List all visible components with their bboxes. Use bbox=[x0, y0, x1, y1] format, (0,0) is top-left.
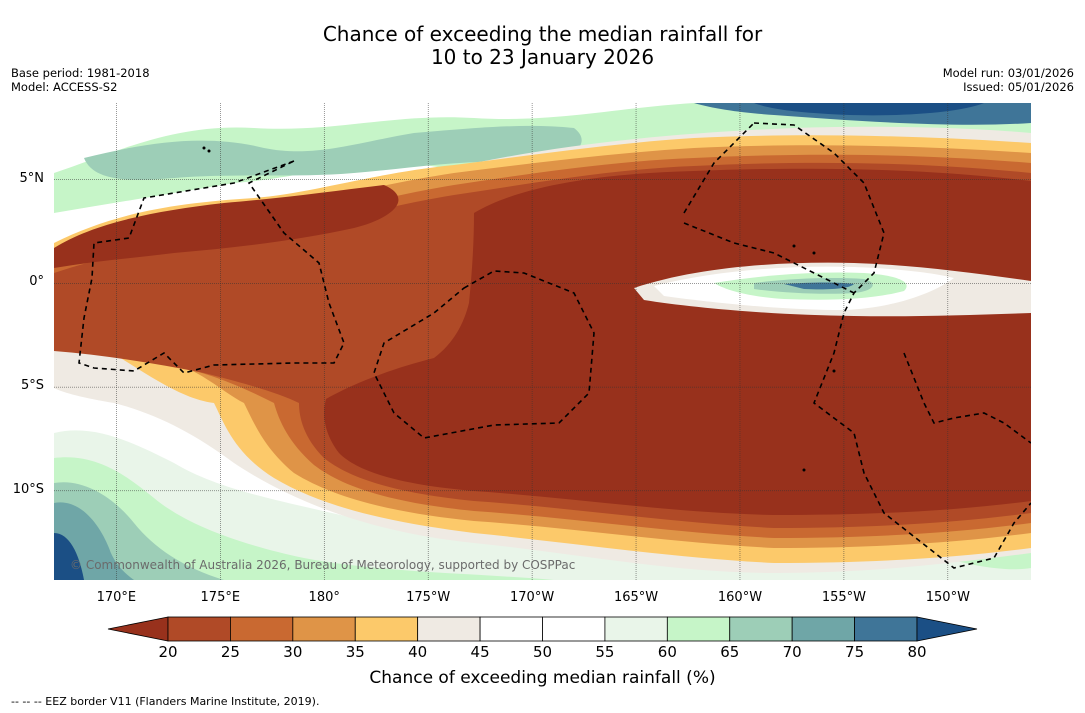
colorbar-swatch bbox=[479, 616, 543, 642]
dry-regions bbox=[54, 126, 1031, 573]
colorbar-swatch bbox=[604, 616, 668, 642]
island bbox=[792, 244, 796, 248]
base-period-label: Base period: 1981-2018 bbox=[11, 66, 150, 80]
lat-label-5n: 5°N bbox=[19, 170, 45, 186]
colorbar-tick: 40 bbox=[408, 643, 428, 661]
wet-north-band-2 bbox=[84, 125, 582, 180]
eez-east-2 bbox=[683, 222, 855, 294]
wet-south-west bbox=[54, 430, 1031, 580]
colorbar-label: Chance of exceeding median rainfall (%) bbox=[369, 668, 716, 688]
colorbar-tick: 75 bbox=[845, 643, 865, 661]
wet-south-west-2 bbox=[54, 457, 554, 580]
island bbox=[202, 146, 206, 150]
colorbar-swatch bbox=[292, 616, 356, 642]
wet-north-corner-deep bbox=[754, 103, 984, 116]
copyright-notice: © Commonwealth of Australia 2026, Bureau… bbox=[70, 558, 576, 572]
colorbar-swatch bbox=[791, 616, 855, 642]
colorbar-arrow-high bbox=[916, 616, 978, 642]
lat-label-0: 0° bbox=[29, 274, 44, 290]
chart-title-line2: 10 to 23 January 2026 bbox=[430, 45, 655, 69]
lon-label-150w: 150°W bbox=[925, 590, 970, 605]
lat-label-5s: 5°S bbox=[20, 378, 44, 394]
colorbar-tick: 20 bbox=[158, 643, 178, 661]
equatorial-wet-tongue bbox=[634, 262, 1031, 317]
colorbar-swatch bbox=[230, 616, 294, 642]
colorbar-swatch bbox=[354, 616, 419, 642]
island bbox=[802, 468, 806, 472]
dry-20-main bbox=[324, 168, 1031, 516]
eez-east-inner bbox=[683, 122, 755, 214]
colorbar-swatch bbox=[854, 616, 918, 642]
colorbar-swatch bbox=[666, 616, 731, 642]
issued-label: Issued: 05/01/2026 bbox=[963, 80, 1074, 94]
model-label: Model: ACCESS-S2 bbox=[11, 80, 118, 94]
chart-title-line1: Chance of exceeding the median rainfall … bbox=[322, 22, 763, 46]
colorbar-tick: 60 bbox=[657, 643, 677, 661]
colorbar-swatch bbox=[542, 616, 606, 642]
colorbar-tick: 70 bbox=[782, 643, 802, 661]
wet-south-west-5 bbox=[54, 533, 84, 580]
eez-west bbox=[78, 160, 345, 374]
colorbar-tick: 45 bbox=[470, 643, 490, 661]
colorbar-swatch bbox=[417, 616, 481, 642]
lon-label-170e: 170°E bbox=[96, 590, 137, 605]
lon-label-175w: 175°W bbox=[406, 590, 451, 605]
island bbox=[207, 149, 211, 153]
rainfall-map bbox=[54, 103, 1031, 580]
lon-label-170w: 170°W bbox=[510, 590, 555, 605]
colorbar-swatch bbox=[729, 616, 793, 642]
eez-east bbox=[753, 122, 1031, 569]
island bbox=[812, 251, 816, 255]
colorbar-arrow-low bbox=[107, 616, 169, 642]
lat-label-10s: 10°S bbox=[12, 481, 44, 497]
colorbar-tick: 30 bbox=[283, 643, 303, 661]
colorbar-tick: 55 bbox=[595, 643, 615, 661]
dry-20-west bbox=[54, 185, 399, 268]
colorbar-tick: 65 bbox=[720, 643, 740, 661]
colorbar-swatch bbox=[167, 616, 231, 642]
lon-label-155w: 155°W bbox=[821, 590, 866, 605]
gridlines bbox=[54, 103, 1031, 580]
lon-label-160w: 160°W bbox=[717, 590, 763, 605]
islands bbox=[202, 146, 836, 472]
colorbar-tick: 50 bbox=[532, 643, 553, 661]
colorbar bbox=[107, 616, 978, 642]
island bbox=[832, 369, 836, 373]
eez-central bbox=[373, 270, 595, 439]
meta-right: Model run: 03/01/2026 Issued: 05/01/2026 bbox=[943, 66, 1074, 94]
colorbar-tick: 80 bbox=[907, 643, 927, 661]
lon-label-175e: 175°E bbox=[200, 590, 241, 605]
eez-footnote: -- -- -- EEZ border V11 (Flanders Marine… bbox=[11, 695, 320, 708]
eez-borders bbox=[78, 122, 1031, 569]
model-run-label: Model run: 03/01/2026 bbox=[942, 66, 1074, 80]
lon-label-165w: 165°W bbox=[613, 590, 659, 605]
colorbar-tick: 35 bbox=[345, 643, 365, 661]
colorbar-tick: 25 bbox=[220, 643, 240, 661]
meta-left: Base period: 1981-2018 Model: ACCESS-S2 bbox=[11, 66, 150, 94]
lon-label-180: 180° bbox=[308, 590, 340, 605]
